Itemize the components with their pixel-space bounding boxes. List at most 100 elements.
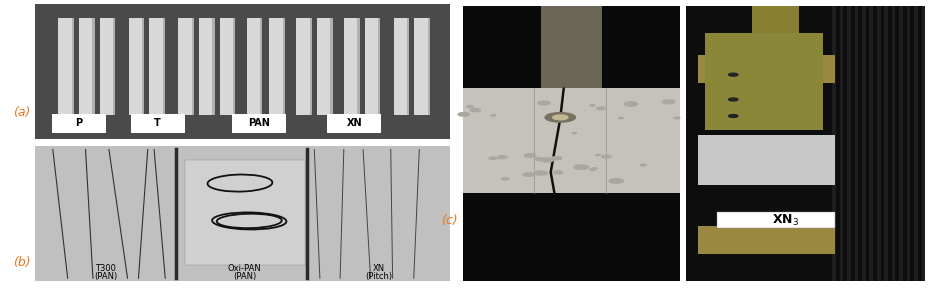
Circle shape [624, 102, 638, 106]
FancyBboxPatch shape [163, 18, 165, 115]
Text: Oxi-PAN: Oxi-PAN [228, 264, 262, 273]
FancyBboxPatch shape [892, 6, 896, 281]
Circle shape [541, 158, 554, 162]
Circle shape [641, 164, 646, 166]
FancyBboxPatch shape [149, 18, 163, 115]
FancyBboxPatch shape [394, 18, 407, 115]
Circle shape [729, 98, 738, 101]
FancyBboxPatch shape [310, 18, 312, 115]
FancyBboxPatch shape [142, 18, 144, 115]
FancyBboxPatch shape [870, 6, 873, 281]
FancyBboxPatch shape [463, 6, 680, 281]
FancyBboxPatch shape [52, 114, 106, 133]
FancyBboxPatch shape [35, 4, 450, 139]
FancyBboxPatch shape [907, 6, 911, 281]
Circle shape [729, 115, 738, 117]
FancyBboxPatch shape [752, 6, 799, 130]
Text: (PAN): (PAN) [94, 272, 117, 281]
FancyBboxPatch shape [192, 18, 194, 115]
FancyBboxPatch shape [847, 6, 851, 281]
Circle shape [502, 178, 509, 180]
FancyBboxPatch shape [698, 55, 834, 83]
Circle shape [535, 158, 545, 161]
Text: (c): (c) [441, 214, 458, 227]
FancyBboxPatch shape [283, 18, 285, 115]
FancyBboxPatch shape [328, 114, 382, 133]
FancyBboxPatch shape [832, 6, 836, 281]
FancyBboxPatch shape [212, 18, 215, 115]
Circle shape [618, 117, 623, 119]
Circle shape [554, 171, 563, 174]
Circle shape [533, 171, 547, 175]
FancyBboxPatch shape [232, 114, 286, 133]
FancyBboxPatch shape [914, 6, 918, 281]
Text: (PAN): (PAN) [233, 272, 256, 281]
Text: XN: XN [373, 264, 385, 273]
FancyBboxPatch shape [840, 6, 843, 281]
Circle shape [592, 168, 597, 169]
Circle shape [538, 101, 550, 105]
Circle shape [574, 165, 588, 169]
Circle shape [597, 107, 605, 110]
FancyBboxPatch shape [179, 18, 192, 115]
Circle shape [546, 113, 575, 122]
Circle shape [551, 157, 561, 160]
Circle shape [573, 133, 576, 134]
Text: (b): (b) [13, 256, 31, 269]
FancyBboxPatch shape [113, 18, 115, 115]
FancyBboxPatch shape [698, 135, 834, 185]
FancyBboxPatch shape [698, 226, 834, 254]
FancyBboxPatch shape [884, 6, 888, 281]
Circle shape [489, 157, 497, 160]
Circle shape [523, 173, 534, 176]
FancyBboxPatch shape [260, 18, 263, 115]
FancyBboxPatch shape [35, 146, 450, 281]
Circle shape [524, 154, 536, 157]
FancyBboxPatch shape [922, 6, 925, 281]
FancyBboxPatch shape [855, 6, 858, 281]
FancyBboxPatch shape [899, 6, 903, 281]
FancyBboxPatch shape [58, 18, 72, 115]
FancyBboxPatch shape [463, 88, 680, 193]
Circle shape [729, 73, 738, 76]
Circle shape [559, 116, 564, 118]
Text: T300: T300 [95, 264, 116, 273]
FancyBboxPatch shape [199, 18, 212, 115]
FancyBboxPatch shape [269, 18, 283, 115]
FancyBboxPatch shape [184, 160, 304, 265]
Circle shape [491, 115, 495, 116]
FancyBboxPatch shape [414, 18, 428, 115]
FancyBboxPatch shape [378, 18, 381, 115]
Text: T: T [155, 118, 161, 128]
FancyBboxPatch shape [317, 18, 331, 115]
FancyBboxPatch shape [705, 33, 823, 130]
FancyBboxPatch shape [717, 212, 834, 228]
Text: XN: XN [346, 118, 362, 128]
Circle shape [458, 113, 470, 116]
FancyBboxPatch shape [296, 18, 310, 115]
FancyBboxPatch shape [233, 18, 236, 115]
Text: P: P [75, 118, 83, 128]
FancyBboxPatch shape [130, 114, 184, 133]
Circle shape [470, 108, 480, 112]
FancyBboxPatch shape [72, 18, 74, 115]
Text: (a): (a) [13, 106, 31, 119]
FancyBboxPatch shape [92, 18, 95, 115]
Text: (Pitch): (Pitch) [366, 272, 393, 281]
FancyBboxPatch shape [428, 18, 430, 115]
Text: PAN: PAN [249, 118, 270, 128]
Circle shape [609, 179, 624, 183]
Circle shape [466, 106, 474, 108]
FancyBboxPatch shape [541, 6, 601, 166]
FancyBboxPatch shape [344, 18, 358, 115]
FancyBboxPatch shape [247, 18, 260, 115]
Circle shape [590, 169, 595, 171]
FancyBboxPatch shape [128, 18, 142, 115]
FancyBboxPatch shape [220, 18, 233, 115]
Circle shape [601, 155, 611, 158]
FancyBboxPatch shape [407, 18, 410, 115]
FancyBboxPatch shape [358, 18, 359, 115]
Circle shape [553, 115, 568, 120]
FancyBboxPatch shape [506, 98, 637, 139]
FancyBboxPatch shape [686, 6, 922, 281]
